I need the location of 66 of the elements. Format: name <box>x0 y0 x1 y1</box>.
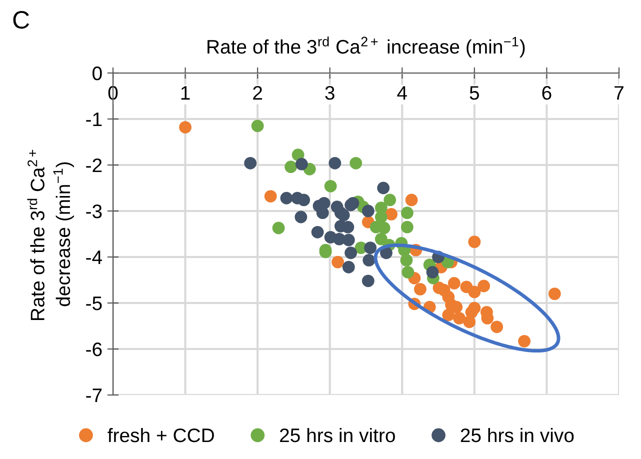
point <box>490 320 504 334</box>
point <box>344 246 358 260</box>
x-tick-label: 6 <box>542 86 552 100</box>
point <box>362 274 374 288</box>
point <box>453 312 466 324</box>
point <box>468 302 481 314</box>
point <box>548 288 561 300</box>
point <box>402 266 414 278</box>
point <box>350 156 362 170</box>
point <box>400 254 413 266</box>
point <box>328 156 342 170</box>
point <box>342 234 355 246</box>
point <box>272 222 285 234</box>
point <box>448 277 460 290</box>
legend-label: fresh + CCD <box>108 428 214 442</box>
x-tick-label: 3 <box>325 86 334 100</box>
point <box>244 156 257 170</box>
x-axis-title: Rate of the 3$^{rd}$ Ca$^{2+}$ increase (min$^{−1}$) <box>208 36 525 58</box>
y-tick-label: -2 <box>86 158 102 172</box>
point <box>280 192 293 204</box>
y-tick-label: -5 <box>86 296 102 310</box>
point <box>295 158 308 170</box>
x-tick-label: 7 <box>614 86 624 100</box>
point <box>478 280 490 292</box>
point <box>442 308 455 322</box>
point <box>324 180 337 192</box>
point <box>468 236 481 248</box>
point <box>426 266 439 278</box>
point <box>332 256 344 268</box>
y-tick-label: -7 <box>86 388 102 402</box>
legend-label: 25 hrs in vitro <box>280 428 395 442</box>
point <box>384 194 396 206</box>
point <box>438 284 450 296</box>
point <box>334 206 347 220</box>
point <box>400 206 414 220</box>
point <box>294 210 308 224</box>
y-tick-label: -4 <box>86 250 102 264</box>
x-tick-label: 4 <box>397 86 407 100</box>
point <box>179 121 192 134</box>
point <box>414 282 426 296</box>
x-tick-label: 5 <box>470 86 480 100</box>
point <box>342 260 355 274</box>
point <box>468 286 481 298</box>
point <box>284 160 298 174</box>
y-tick-label: -3 <box>86 204 102 218</box>
y-tick-label: -1 <box>86 112 102 126</box>
point <box>518 334 531 348</box>
y-tick-label: 0 <box>92 66 102 80</box>
point <box>362 254 376 266</box>
point <box>362 204 374 218</box>
point <box>298 194 310 206</box>
x-tick-label: 2 <box>253 86 262 100</box>
legend-label: 25 hrs in vivo <box>460 428 574 442</box>
point <box>374 210 388 224</box>
point <box>385 208 398 220</box>
point <box>377 182 390 194</box>
y-tick-label: -6 <box>86 342 102 356</box>
point <box>311 226 324 238</box>
point <box>400 220 414 234</box>
point <box>251 120 264 132</box>
chart-title: C <box>13 11 30 29</box>
point <box>364 242 377 254</box>
point <box>264 190 277 202</box>
point <box>405 194 418 206</box>
text: Rate of the 3$^{rd}$ Ca$^{2+}$ decrease (min$^{−1}$) <box>27 150 74 320</box>
x-tick-label: 1 <box>181 86 190 100</box>
